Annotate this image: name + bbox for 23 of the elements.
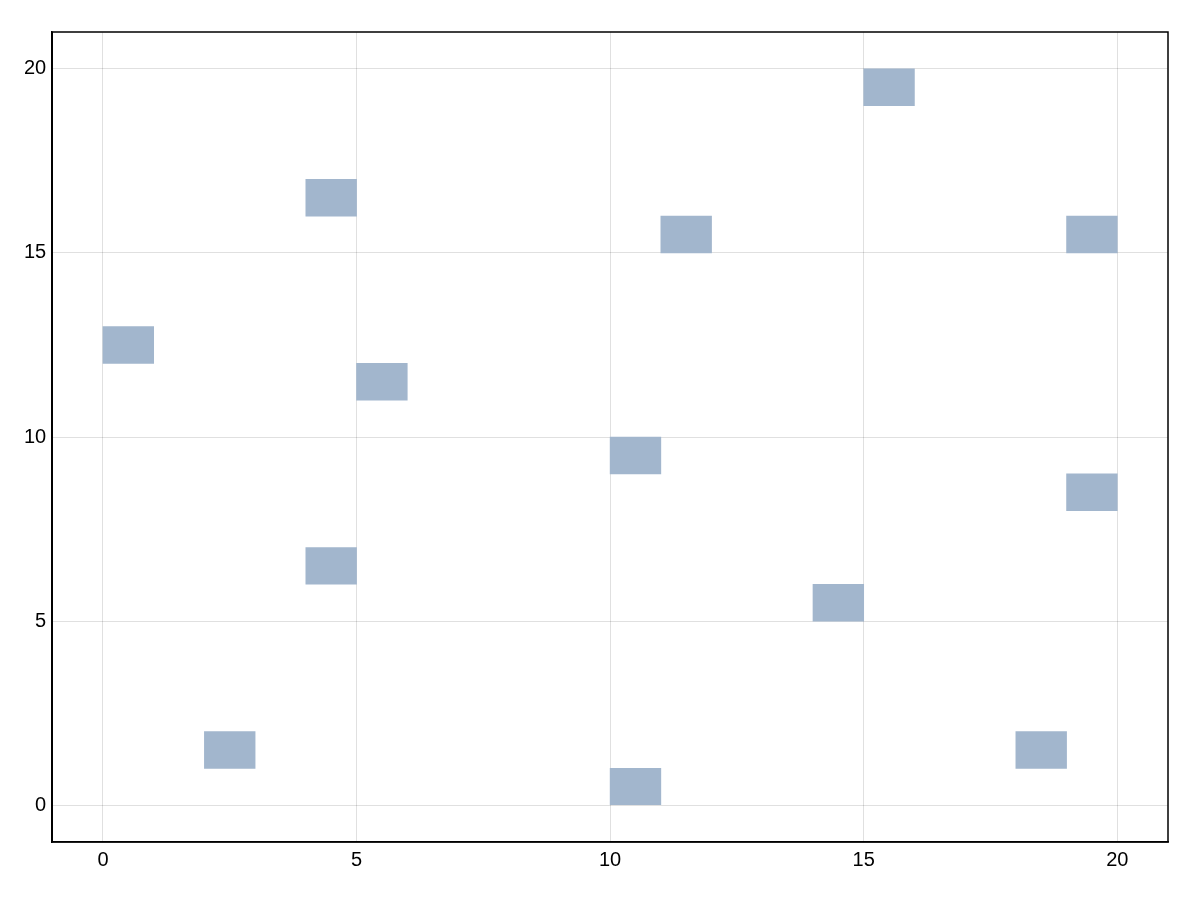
bar xyxy=(204,731,256,769)
y-tick-label: 5 xyxy=(35,608,47,631)
x-tick-label: 15 xyxy=(852,847,875,870)
y-tick-label: 20 xyxy=(24,56,47,79)
bar xyxy=(812,583,865,622)
bar xyxy=(305,547,357,585)
x-tick-label: 0 xyxy=(97,847,109,870)
y-tick-label: 15 xyxy=(24,240,47,263)
bar xyxy=(609,768,662,806)
bar xyxy=(863,68,915,106)
bar xyxy=(609,436,662,475)
y-tick-label: 0 xyxy=(35,792,47,815)
bar xyxy=(660,215,712,254)
bar xyxy=(305,178,357,217)
x-tick-label: 10 xyxy=(599,847,622,870)
bar xyxy=(1066,473,1118,511)
x-tick-label: 20 xyxy=(1106,847,1129,870)
bar xyxy=(1015,731,1067,769)
x-tick-label: 5 xyxy=(350,847,363,870)
bar xyxy=(1066,215,1118,254)
bar xyxy=(356,363,408,401)
bar xyxy=(102,326,155,364)
y-tick-label: 10 xyxy=(24,424,47,447)
